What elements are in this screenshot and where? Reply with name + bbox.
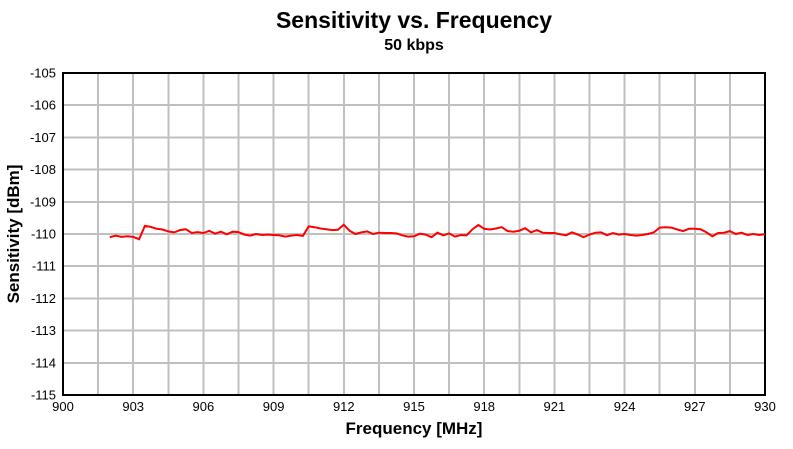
x-tick-label: 927 <box>684 399 706 414</box>
y-tick-label: -105 <box>30 66 56 81</box>
plot-border <box>62 72 766 396</box>
x-tick-label: 924 <box>614 399 636 414</box>
sensitivity-line <box>109 223 766 241</box>
y-tick-label: -115 <box>31 388 56 403</box>
x-tick-label: 906 <box>193 399 215 414</box>
x-tick-label: 900 <box>52 399 74 414</box>
x-tick-label: 915 <box>403 399 425 414</box>
x-tick-label: 918 <box>473 399 495 414</box>
y-tick-label: -111 <box>32 259 56 274</box>
chart-title: Sensitivity vs. Frequency <box>275 7 553 33</box>
y-tick-label: -108 <box>30 162 56 177</box>
x-tick-label: 909 <box>263 399 285 414</box>
y-tick-label: -109 <box>30 194 56 209</box>
x-tick-label: 930 <box>754 399 776 414</box>
y-tick-label: -106 <box>30 98 56 113</box>
y-tick-label: -110 <box>31 227 56 242</box>
chart-subtitle: 50 kbps <box>384 37 444 54</box>
x-tick-label: 903 <box>122 399 144 414</box>
x-tick-label: 921 <box>544 399 566 414</box>
y-tick-label: -113 <box>31 323 56 338</box>
y-tick-label: -114 <box>31 355 56 370</box>
x-axis-title: Frequency [MHz] <box>345 419 483 438</box>
y-tick-label: -112 <box>31 291 56 306</box>
y-tick-label: -107 <box>30 130 56 145</box>
x-tick-label: 912 <box>333 399 355 414</box>
